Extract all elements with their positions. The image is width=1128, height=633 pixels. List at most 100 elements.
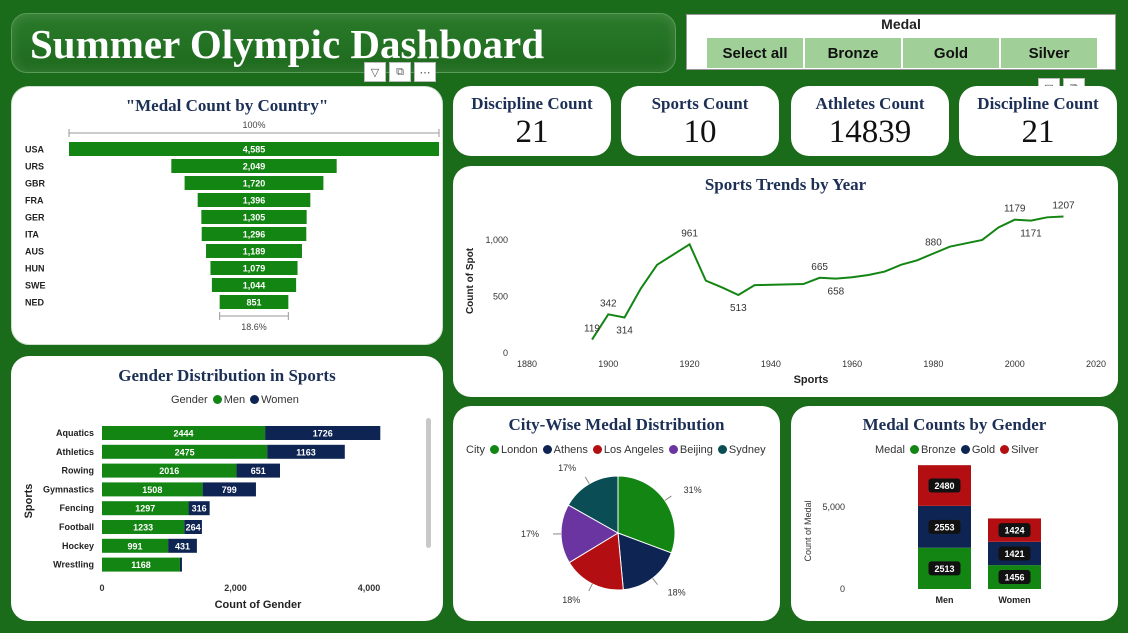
bar-men xyxy=(102,463,237,478)
kpi-value: 21 xyxy=(1021,114,1055,150)
focus-mode-icon[interactable]: ⧉ xyxy=(389,62,411,82)
leader-line xyxy=(664,495,672,501)
legend-title: Medal xyxy=(875,444,905,456)
x-axis-title: Count of Gender xyxy=(215,599,302,611)
slicer-option-select-all[interactable]: Select all xyxy=(707,38,803,68)
bar-men xyxy=(102,557,180,572)
data-label-bg xyxy=(928,519,961,534)
bar-value-label: 264 xyxy=(186,523,201,533)
bar-women xyxy=(267,444,345,459)
data-label: 961 xyxy=(681,228,698,239)
bar-men xyxy=(102,482,203,497)
legend-label: Men xyxy=(223,394,246,406)
legend-item-silver[interactable]: Silver xyxy=(1000,444,1039,456)
bar-value-label: 1,720 xyxy=(243,179,266,189)
category-label: Aquatics xyxy=(56,428,94,438)
category-label: HUN xyxy=(25,264,45,274)
bar-value-label: 1,044 xyxy=(243,281,266,291)
bar-men xyxy=(102,520,185,534)
medal-count-by-country-card[interactable]: "Medal Count by Country" 100% 4,585 USA 2,0… xyxy=(11,86,443,345)
legend-item-london[interactable]: London xyxy=(489,444,538,456)
legend: Gender Men Women xyxy=(171,394,299,406)
chart-title: Sports Trends by Year xyxy=(704,175,867,194)
visual-header-icons: ▽ ⧉ ⋯ xyxy=(364,62,436,82)
scrollbar[interactable] xyxy=(426,418,431,548)
category-label: GBR xyxy=(25,179,46,189)
bar-value-label: 4,585 xyxy=(243,145,266,155)
bar-men xyxy=(102,501,189,516)
data-label: 1179 xyxy=(1004,204,1026,215)
bar-value-label: 1,305 xyxy=(243,213,266,223)
funnel-bar xyxy=(197,193,311,207)
leader-line xyxy=(588,583,593,592)
data-label: 2553 xyxy=(934,522,954,532)
chart-title: City-Wise Medal Distribution xyxy=(508,415,725,434)
legend-label: Gold xyxy=(971,444,996,456)
y-tick-label: 5,000 xyxy=(822,502,845,512)
x-tick-label: Women xyxy=(998,595,1030,605)
stacked-bar-chart: Aquatics 2444 1726 Athletics 2475 1163 Rowing 2… xyxy=(23,426,381,611)
legend-label: Women xyxy=(261,394,299,406)
bar-value-label: 2475 xyxy=(175,447,195,457)
category-label: Gymnastics xyxy=(43,484,94,494)
medal-slicer: Medal Select all Bronze Gold Silver xyxy=(686,14,1116,70)
funnel-bar xyxy=(201,227,307,241)
slice-label: 17% xyxy=(558,463,576,473)
x-tick-label: 2020 xyxy=(1086,359,1106,369)
kpi-card-athletes: Athletes Count 14839 xyxy=(791,86,949,156)
x-tick-label: 0 xyxy=(99,583,104,593)
x-tick-label: Men xyxy=(936,595,954,605)
funnel-bar xyxy=(201,210,307,224)
data-label: 342 xyxy=(600,298,617,309)
legend-item-athens[interactable]: Athens xyxy=(542,444,588,456)
chart-title: Medal Counts by Gender xyxy=(862,415,1047,434)
pie-slice xyxy=(560,504,619,564)
x-tick-label: 2,000 xyxy=(224,583,247,593)
slice-label: 17% xyxy=(521,529,539,539)
y-tick-label: 500 xyxy=(493,291,508,301)
legend-item-sydney[interactable]: Sydney xyxy=(717,444,766,456)
legend-item-gold[interactable]: Gold xyxy=(960,444,996,456)
medal-counts-by-gender-card[interactable]: Medal Counts by Gender Medal Bronze Gold… xyxy=(791,406,1118,621)
city-medal-distribution-card[interactable]: City-Wise Medal Distribution City London… xyxy=(453,406,780,621)
legend-item-men[interactable]: Men xyxy=(212,394,246,406)
pie-slice xyxy=(568,532,624,591)
filter-icon[interactable]: ▽ xyxy=(364,62,386,82)
kpi-value: 21 xyxy=(515,114,549,150)
bar-women xyxy=(184,520,202,534)
data-label: 2480 xyxy=(934,481,954,491)
bar-men xyxy=(102,444,268,459)
chart-title: Gender Distribution in Sports xyxy=(118,366,336,385)
data-label-bg xyxy=(928,478,961,493)
slicer-option-gold[interactable]: Gold xyxy=(903,38,999,68)
stacked-column-chart: 0 5,000 Count of Medal 2513 2553 2480 Men 1456 1… xyxy=(803,465,1041,605)
category-label: AUS xyxy=(25,247,44,257)
slice-label: 18% xyxy=(668,588,686,598)
kpi-label: Sports Count xyxy=(651,94,749,113)
funnel-bar xyxy=(184,176,324,190)
bar-value-label: 2016 xyxy=(159,466,179,476)
legend-item-los-angeles[interactable]: Los Angeles xyxy=(592,444,664,456)
legend-item-bronze[interactable]: Bronze xyxy=(909,444,956,456)
slicer-option-silver[interactable]: Silver xyxy=(1001,38,1097,68)
category-label: NED xyxy=(25,298,45,308)
more-options-icon[interactable]: ⋯ xyxy=(414,62,436,82)
kpi-card-discipline-2: Discipline Count 21 xyxy=(959,86,1117,156)
gender-distribution-card[interactable]: Gender Distribution in Sports Gender Men… xyxy=(11,356,443,621)
pie-slice xyxy=(567,475,619,534)
sports-trends-card[interactable]: Sports Trends by Year 1880 1900 1920 1940 19… xyxy=(453,166,1118,397)
legend-item-beijing[interactable]: Beijing xyxy=(668,444,713,456)
legend-item-women[interactable]: Women xyxy=(250,394,299,406)
funnel-bar xyxy=(210,261,298,275)
data-label: 1171 xyxy=(1020,229,1042,240)
kpi-label: Discipline Count xyxy=(977,94,1099,113)
slicer-option-bronze[interactable]: Bronze xyxy=(805,38,901,68)
bar-value-label: 1726 xyxy=(313,429,333,439)
series-line xyxy=(591,215,1064,341)
legend: Medal Bronze Gold Silver xyxy=(875,444,1039,456)
kpi-label: Athletes Count xyxy=(815,94,925,113)
bar-women xyxy=(188,501,210,516)
category-label: Athletics xyxy=(56,447,94,457)
data-label: 658 xyxy=(828,287,845,298)
data-label-bg xyxy=(998,546,1031,561)
